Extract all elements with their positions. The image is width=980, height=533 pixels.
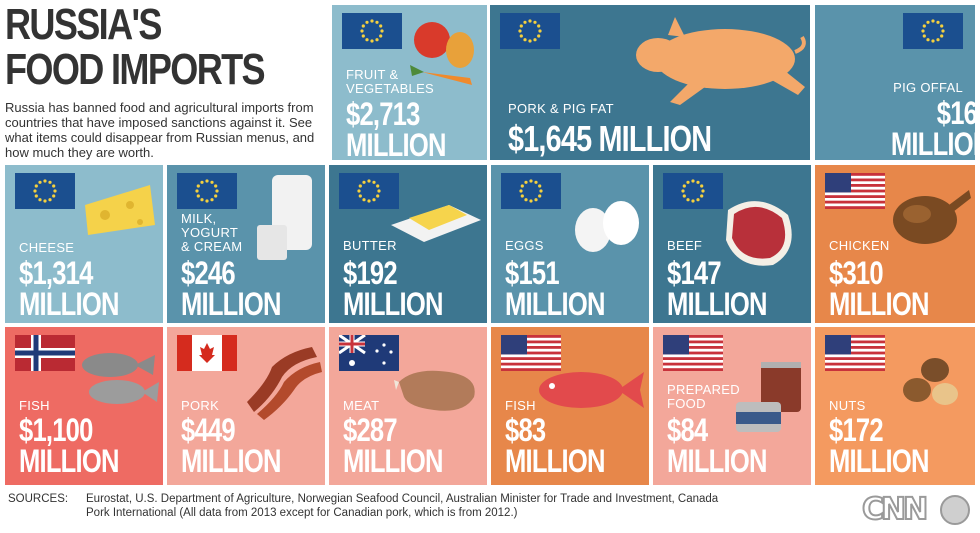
tile-value: $1,314 MILLION xyxy=(19,255,119,322)
tile-pork-canada: PORK $449 MILLION xyxy=(167,327,325,485)
tile-value: $84 MILLION xyxy=(667,412,767,479)
chicken-icon xyxy=(893,190,971,244)
tile-value: $151 MILLION xyxy=(505,255,605,322)
us-flag xyxy=(663,335,723,371)
tile-value: $287 MILLION xyxy=(343,412,443,479)
milk-icon xyxy=(257,175,312,260)
tile-label: FISH xyxy=(19,398,50,413)
eu-flag xyxy=(177,173,237,209)
tile-value: $1,645 MILLION xyxy=(508,118,712,159)
tile-value: $310 MILLION xyxy=(829,255,929,322)
meat-icon xyxy=(394,370,475,411)
us-flag xyxy=(501,335,561,371)
header: RUSSIA'S FOOD IMPORTS Russia has banned f… xyxy=(5,2,325,160)
cans-icon xyxy=(736,362,801,432)
tile-eggs: EGGS $151 MILLION xyxy=(491,165,649,323)
tile-cheese: CHEESE $1,314 MILLION xyxy=(5,165,163,323)
canada-flag xyxy=(177,335,237,371)
tile-fish-norway: FISH $1,100 MILLION xyxy=(5,327,163,485)
eu-flag xyxy=(339,173,399,209)
tile-label: CHICKEN xyxy=(829,238,890,253)
tile-butter: BUTTER $192 MILLION xyxy=(329,165,487,323)
butter-icon xyxy=(391,205,481,242)
tile-label: MEAT xyxy=(343,398,380,413)
eu-flag xyxy=(501,173,561,209)
tile-label: BEEF xyxy=(667,238,703,253)
tile-value: $449 MILLION xyxy=(181,412,281,479)
tile-value: $83 MILLION xyxy=(505,412,605,479)
eu-flag xyxy=(15,173,75,209)
tile-milk-yogurt-cream: MILK, YOGURT & CREAM $246 MILLION xyxy=(167,165,325,323)
tile-label: NUTS xyxy=(829,398,866,413)
fish-icon xyxy=(82,353,159,404)
eu-flag xyxy=(500,13,560,49)
bacon-icon xyxy=(247,347,322,420)
us-flag xyxy=(825,173,885,209)
tile-nuts: NUTS $172 MILLION xyxy=(815,327,975,485)
tile-label: FRUIT & VEGETABLES xyxy=(346,67,435,96)
tile-label: CHEESE xyxy=(19,240,75,255)
tile-fish-us: FISH $83 MILLION xyxy=(491,327,649,485)
norway-flag xyxy=(15,335,75,371)
tile-value: $172 MILLION xyxy=(829,412,929,479)
tile-pork-pig-fat: PORK & PIG FAT $1,645 MILLION xyxy=(490,5,810,160)
fish-icon xyxy=(539,372,644,408)
tile-value: $192 MILLION xyxy=(343,255,443,322)
tile-prepared-food: PREPARED FOOD $84 MILLION xyxy=(653,327,811,485)
tile-label: PIG OFFAL xyxy=(893,80,963,95)
tile-beef: BEEF $147 MILLION xyxy=(653,165,811,323)
tile-label: PORK xyxy=(181,398,220,413)
tile-label: MILK, YOGURT & CREAM xyxy=(181,211,243,254)
tile-value: $147 MILLION xyxy=(667,255,767,322)
tile-meat-australia: MEAT $287 MILLION xyxy=(329,327,487,485)
tile-label: FISH xyxy=(505,398,536,413)
page-title: RUSSIA'S FOOD IMPORTS xyxy=(5,0,266,94)
tile-chicken: CHICKEN $310 MILLION xyxy=(815,165,975,323)
eu-flag xyxy=(663,173,723,209)
cheese-icon xyxy=(85,185,155,235)
nuts-icon xyxy=(903,358,958,405)
tile-value: $1,100 MILLION xyxy=(19,412,119,479)
us-flag xyxy=(825,335,885,371)
eggs-icon xyxy=(575,201,639,252)
beef-icon xyxy=(726,201,792,266)
sources-label: SOURCES: xyxy=(8,493,69,505)
tile-label: BUTTER xyxy=(343,238,397,253)
fruit-vegetables-icon xyxy=(410,22,474,85)
tile-label: EGGS xyxy=(505,238,544,253)
tile-label: PORK & PIG FAT xyxy=(508,101,614,116)
cnn-logo: CNN xyxy=(861,491,929,528)
tile-label: PREPARED FOOD xyxy=(667,382,740,411)
tile-value: $166MILLION xyxy=(891,95,975,160)
pig-icon xyxy=(636,17,806,105)
tile-pig-offal: PIG OFFAL $166MILLION xyxy=(815,5,975,160)
australia-flag xyxy=(339,335,399,371)
eu-flag xyxy=(342,13,402,49)
tile-fruit-vegetables: FRUIT & VEGETABLES $2,713 MILLION xyxy=(332,5,487,160)
tile-value: $2,713 MILLION xyxy=(346,96,446,160)
eu-flag xyxy=(903,13,963,49)
intro-text: Russia has banned food and agricultural … xyxy=(5,100,315,160)
sources: SOURCES: Eurostat, U.S. Department of Agr… xyxy=(8,492,858,520)
globe-icon xyxy=(940,495,970,525)
sources-text: Eurostat, U.S. Department of Agriculture… xyxy=(86,493,719,519)
tile-value: $246 MILLION xyxy=(181,255,281,322)
